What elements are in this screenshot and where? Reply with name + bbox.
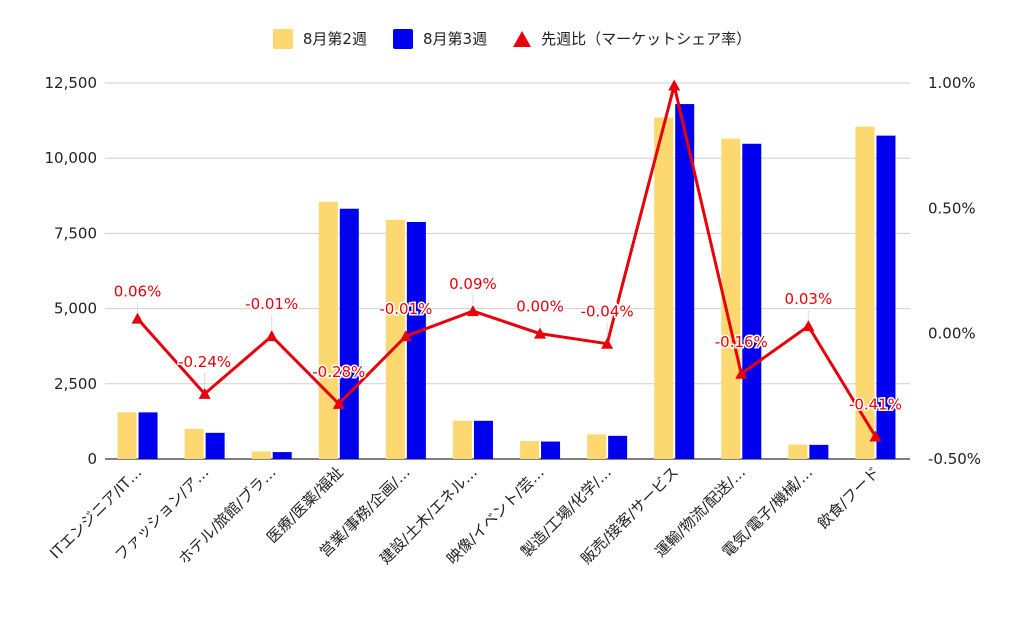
legend-label-series-3: 先週比（マーケットシェア率） [541, 30, 752, 48]
line-point-marker [735, 367, 748, 379]
data-label: 0.00% [516, 298, 564, 316]
line-point-marker [265, 330, 278, 342]
bar-series-2 [876, 135, 896, 459]
legend-item-series-2: 8月第3週 [392, 28, 488, 49]
y-left-tick-label: 12,500 [45, 74, 98, 92]
data-label: -0.41% [849, 395, 902, 413]
y-right-tick-label: 1.00% [928, 74, 976, 92]
bar-series-1 [587, 434, 607, 459]
legend-label-series-2: 8月第3週 [422, 30, 488, 48]
bar-series-2 [608, 435, 628, 459]
data-label: -0.16% [715, 333, 768, 351]
line-point-marker [466, 305, 479, 317]
y-left-tick-label: 10,000 [45, 149, 98, 167]
bar-series-1 [452, 420, 472, 459]
bar-series-2 [541, 441, 561, 459]
bar-series-1 [520, 440, 540, 459]
data-label: 0.09% [449, 275, 497, 293]
legend-triangle-icon [513, 30, 532, 47]
legend-swatch-series-2 [392, 28, 413, 49]
legend-item-series-3: 先週比（マーケットシェア率） [513, 28, 751, 49]
bar-series-2 [339, 208, 359, 459]
line-point-marker [198, 387, 211, 399]
legend-item-series-1: 8月第2週 [272, 28, 367, 49]
data-label: 0.06% [114, 283, 162, 301]
line-series-3 [136, 84, 877, 438]
line-point-marker [399, 330, 412, 342]
bar-series-2 [742, 143, 762, 459]
data-label: -0.04% [581, 303, 634, 321]
x-category-label: 飲食/フード [814, 463, 883, 532]
line-point-marker [534, 327, 547, 339]
data-label: -0.28% [312, 363, 365, 381]
bar-series-1 [184, 428, 204, 459]
bar-series-1 [318, 201, 338, 460]
data-label: -0.24% [178, 353, 231, 371]
bar-series-2 [473, 420, 493, 459]
bar-series-2 [406, 221, 426, 459]
bar-series-2 [675, 104, 695, 459]
y-right-tick-label: 0.00% [928, 325, 976, 343]
y-left-tick-label: 0 [87, 450, 97, 468]
data-label: 0.03% [785, 290, 833, 308]
legend: 8月第2週 8月第3週 先週比（マーケットシェア率） [0, 28, 1024, 49]
bar-series-2 [272, 452, 292, 459]
bar-series-1 [654, 117, 674, 459]
line-point-marker [668, 79, 681, 91]
line-point-marker [869, 430, 882, 442]
bar-series-1 [788, 444, 808, 459]
y-left-tick-label: 5,000 [54, 300, 97, 318]
line-point-marker [601, 337, 614, 349]
bar-series-1 [855, 126, 875, 459]
bar-series-2 [138, 412, 158, 459]
y-left-tick-label: 7,500 [54, 224, 97, 242]
line-point-marker [131, 312, 144, 324]
bar-series-2 [205, 432, 225, 459]
y-left-tick-label: 2,500 [54, 375, 97, 393]
data-label: -0.01% [245, 295, 298, 313]
line-point-marker [802, 320, 815, 332]
data-label: -0.01% [379, 300, 432, 318]
legend-label-series-1: 8月第2週 [302, 30, 367, 48]
legend-swatch-series-1 [272, 28, 293, 49]
line-point-marker [332, 397, 345, 409]
y-right-tick-label: -0.50% [928, 450, 981, 468]
bar-series-1 [117, 412, 137, 459]
y-right-tick-label: 0.50% [928, 199, 976, 217]
bar-series-1 [385, 219, 405, 459]
bar-series-2 [809, 444, 829, 459]
bar-series-1 [721, 138, 741, 459]
bar-series-1 [251, 451, 271, 459]
